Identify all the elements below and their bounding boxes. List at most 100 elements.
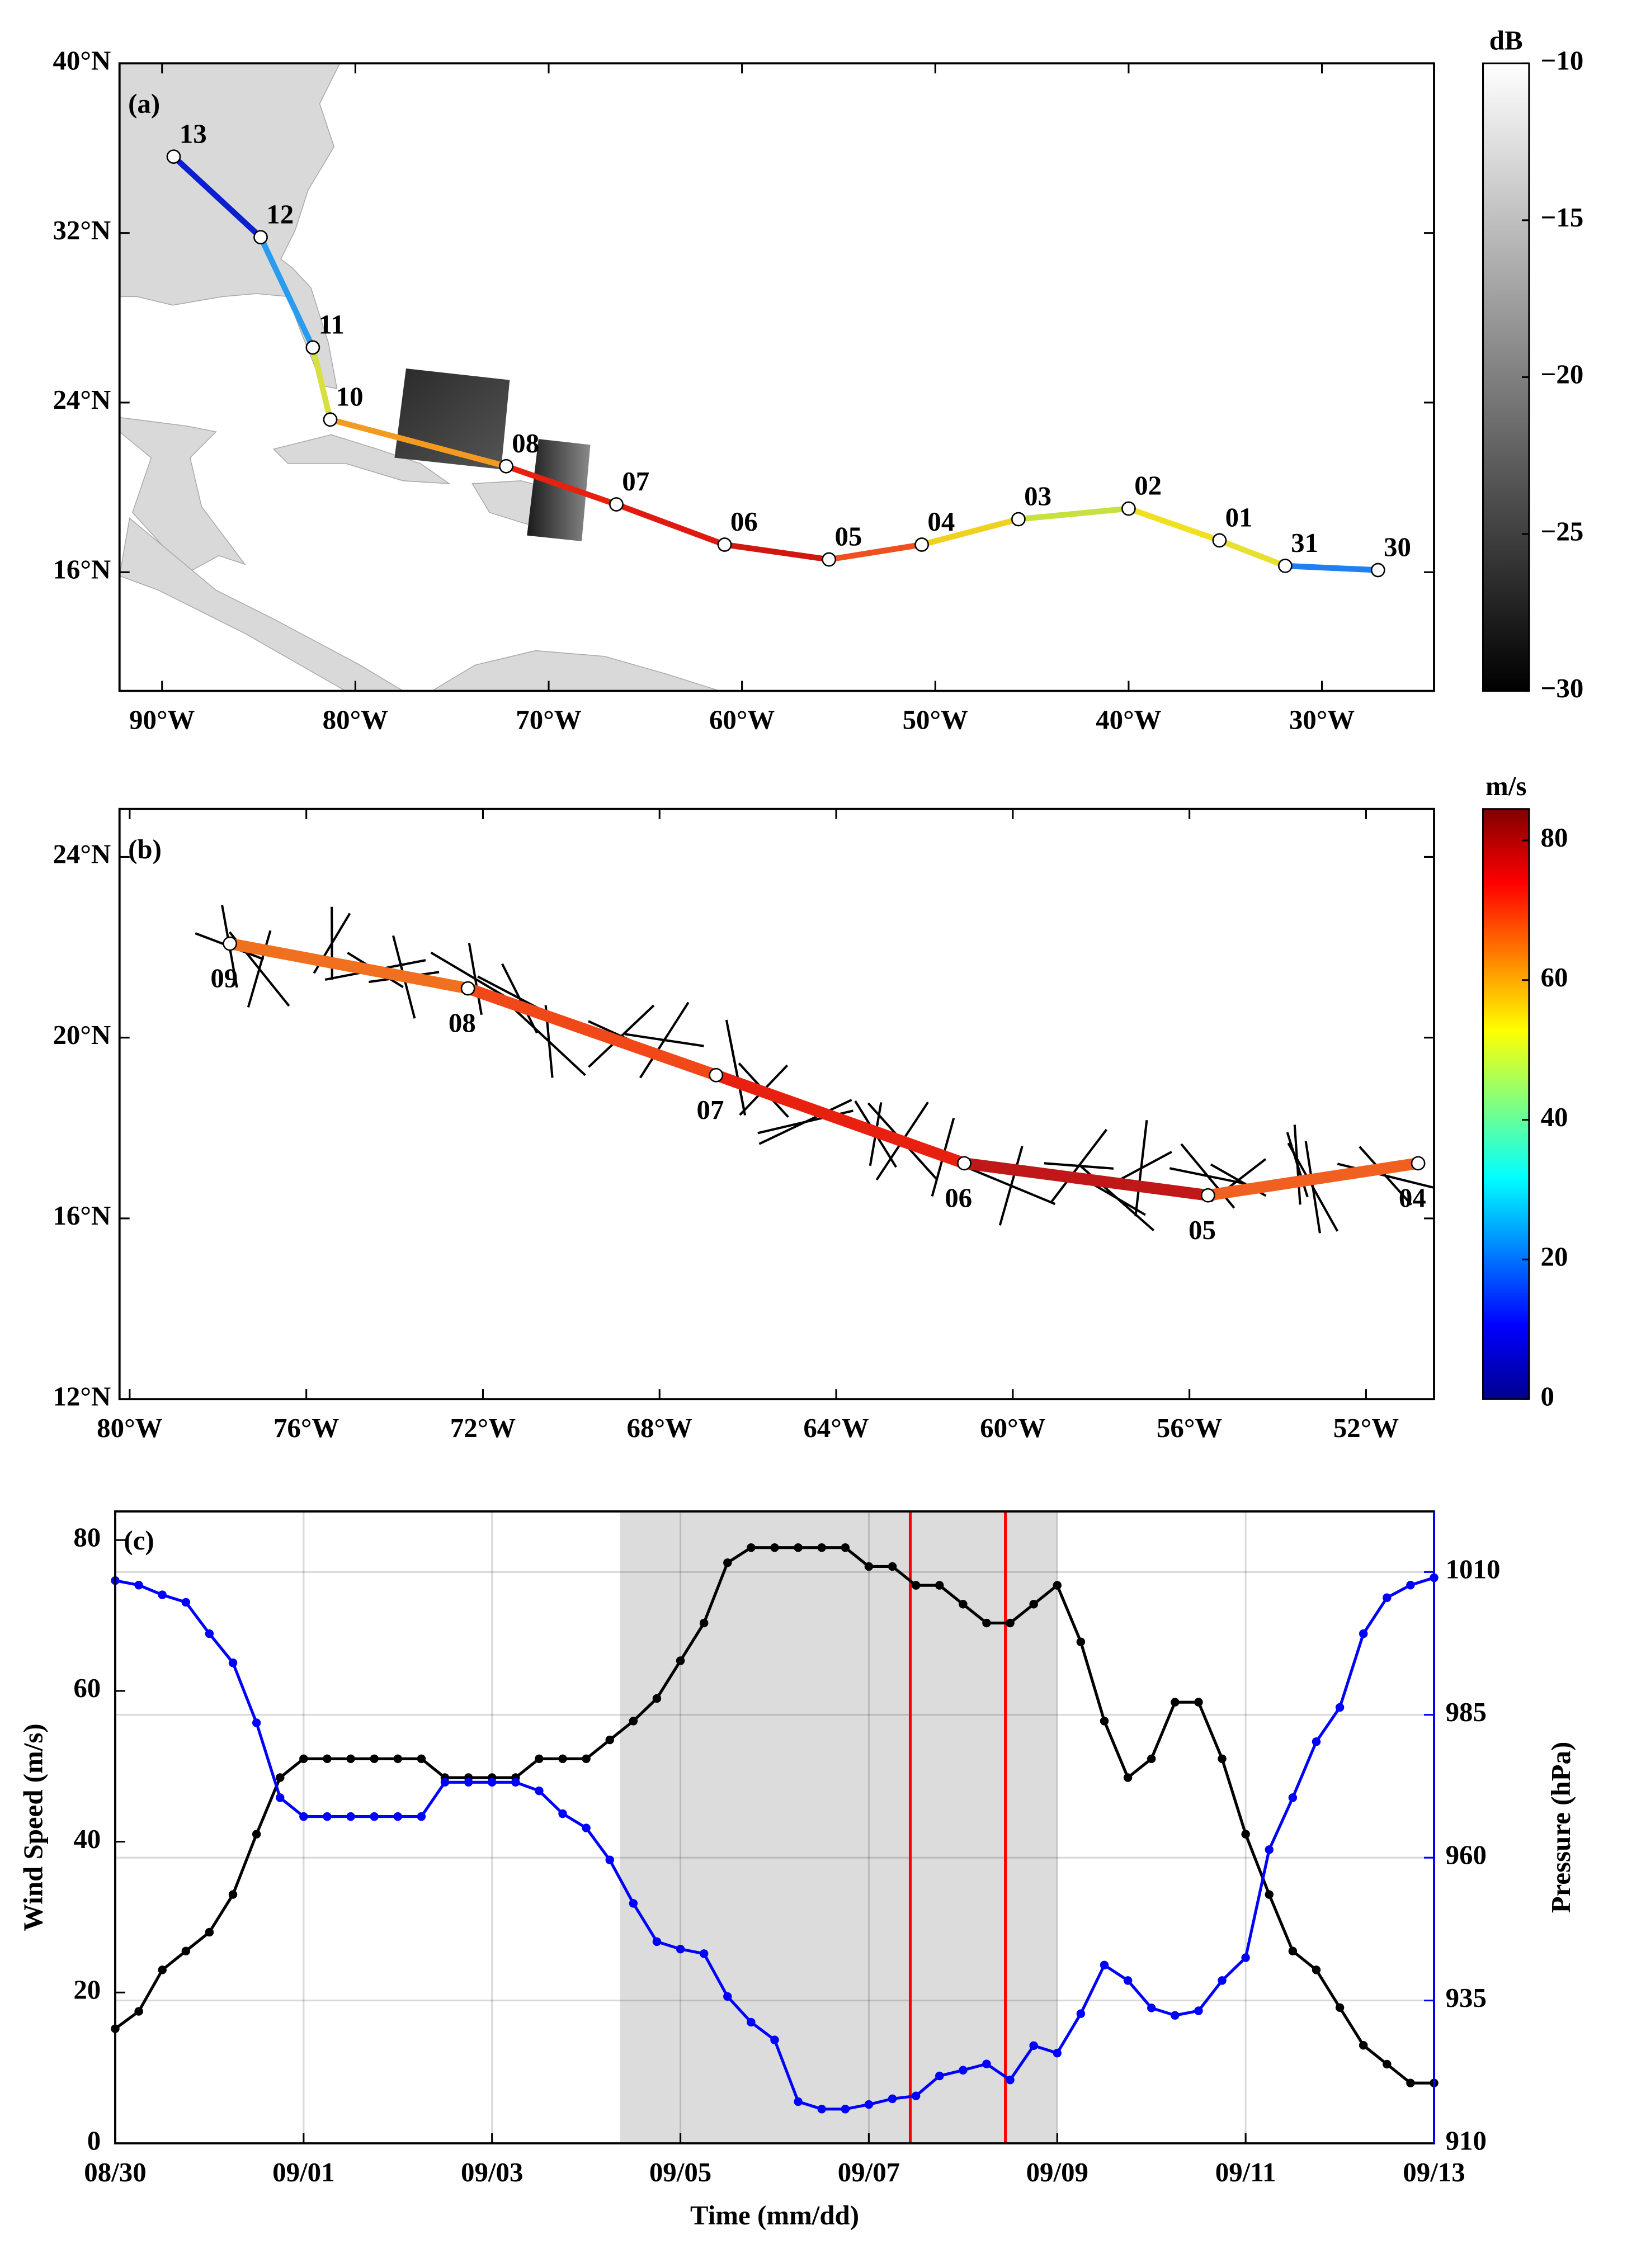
shaded-period — [620, 1511, 1058, 2144]
series-marker — [1100, 1717, 1109, 1726]
x-tick-label: 52°W — [1333, 1412, 1399, 1443]
x-tick-label: 80°W — [97, 1412, 162, 1443]
x-tick-label: 56°W — [1157, 1412, 1222, 1443]
series-marker — [1006, 1618, 1015, 1628]
track-point — [253, 230, 268, 245]
series-marker — [794, 2097, 803, 2106]
point-label: 07 — [622, 466, 649, 497]
y2-tick-label: 935 — [1446, 1982, 1487, 2013]
series-marker — [1123, 1976, 1133, 1985]
track-segment — [1202, 1157, 1424, 1201]
south-america — [431, 650, 720, 691]
colorbar-tick-label: 40 — [1541, 1102, 1568, 1132]
land — [119, 63, 720, 691]
series-marker — [770, 2035, 779, 2044]
x-axis-label: Time (mm/dd) — [690, 2200, 859, 2231]
series-marker — [1171, 1698, 1180, 1707]
series-marker — [370, 1754, 379, 1764]
series-marker — [605, 1735, 614, 1745]
point-label: 11 — [319, 309, 345, 340]
series-marker — [205, 1927, 214, 1937]
y2-axis-label: Pressure (hPa) — [1545, 1742, 1576, 1913]
track-segment — [257, 234, 316, 351]
track-segment — [327, 417, 510, 469]
series-marker — [676, 1944, 685, 1954]
series-marker — [1383, 1593, 1392, 1602]
track-segment — [958, 1157, 1214, 1201]
series-marker — [1383, 2059, 1392, 2069]
series-marker — [1100, 1960, 1109, 1969]
y-tick-label: 0 — [87, 2125, 101, 2156]
colorbar-tick-label: −15 — [1541, 202, 1584, 233]
x-tick-label: 08/30 — [84, 2157, 146, 2187]
north-america — [119, 63, 341, 390]
mexico — [119, 417, 246, 574]
wind-barb — [468, 943, 483, 1015]
series-marker — [629, 1717, 638, 1726]
series-marker — [1241, 1953, 1250, 1962]
x-tick-label: 70°W — [516, 704, 581, 735]
series-marker — [1171, 2011, 1180, 2020]
x-tick-label: 90°W — [129, 704, 195, 735]
series-marker — [1265, 1845, 1274, 1854]
series-marker — [205, 1629, 214, 1638]
x-tick-label: 64°W — [803, 1412, 869, 1443]
series-marker — [487, 1778, 497, 1787]
point-label: 13 — [180, 118, 207, 149]
series-marker — [1359, 2041, 1368, 2050]
x-tick-label: 09/07 — [838, 2157, 900, 2187]
series-marker — [323, 1812, 332, 1821]
y2-tick-label: 910 — [1446, 2125, 1487, 2156]
track-segment — [171, 153, 264, 240]
y-tick-label: 24°N — [53, 384, 111, 415]
plot-frame — [118, 62, 1435, 692]
series-marker — [535, 1754, 544, 1764]
point-label: 30 — [1384, 532, 1411, 563]
track-point — [709, 1067, 724, 1083]
series-marker — [1029, 2041, 1038, 2050]
series-marker — [1053, 2048, 1062, 2058]
y-tick-label: 80 — [73, 1522, 101, 1552]
track-segment — [503, 463, 620, 508]
y-tick-label: 60 — [73, 1672, 101, 1703]
y2-tick-label: 1010 — [1446, 1553, 1501, 1584]
series-marker — [417, 1754, 426, 1764]
track-point — [822, 552, 837, 567]
series-marker — [346, 1754, 355, 1764]
series-marker — [864, 1562, 874, 1571]
series-marker — [652, 1694, 662, 1703]
series-marker — [1288, 1793, 1298, 1802]
point-label: 09 — [210, 963, 238, 994]
y-tick-label: 12°N — [53, 1381, 111, 1411]
series-marker — [1265, 1890, 1274, 1899]
cuba — [272, 434, 451, 484]
series-marker — [1147, 2004, 1156, 2012]
series-marker — [582, 1823, 591, 1832]
series-marker — [1194, 1698, 1203, 1707]
x-tick-label: 80°W — [323, 704, 388, 735]
point-label: 02 — [1134, 470, 1162, 501]
point-label: 06 — [945, 1182, 972, 1213]
series-marker — [747, 2017, 756, 2027]
wind-barb — [1287, 1142, 1339, 1232]
track-point — [1200, 1188, 1215, 1203]
series-marker — [440, 1778, 450, 1787]
point-label: 08 — [512, 428, 539, 459]
series-marker — [982, 2059, 991, 2068]
y-tick-label: 20°N — [53, 1019, 111, 1050]
series-marker — [1312, 1965, 1321, 1974]
track-point — [1277, 559, 1293, 573]
track-segment — [721, 541, 832, 563]
series-marker — [393, 1754, 402, 1764]
colorbar-tick-label: −10 — [1541, 45, 1584, 75]
x-tick-label: 09/01 — [272, 2157, 334, 2187]
colorbar-label: m/s — [1485, 771, 1526, 801]
series-marker — [1194, 2006, 1203, 2015]
x-tick-label: 09/11 — [1215, 2157, 1276, 2187]
y-tick-label: 16°N — [53, 554, 111, 585]
sar-image — [527, 439, 591, 541]
point-label: 10 — [336, 381, 364, 412]
colorbar-label: dB — [1489, 25, 1523, 55]
series-marker — [252, 1830, 261, 1839]
series-marker — [1076, 2009, 1086, 2018]
